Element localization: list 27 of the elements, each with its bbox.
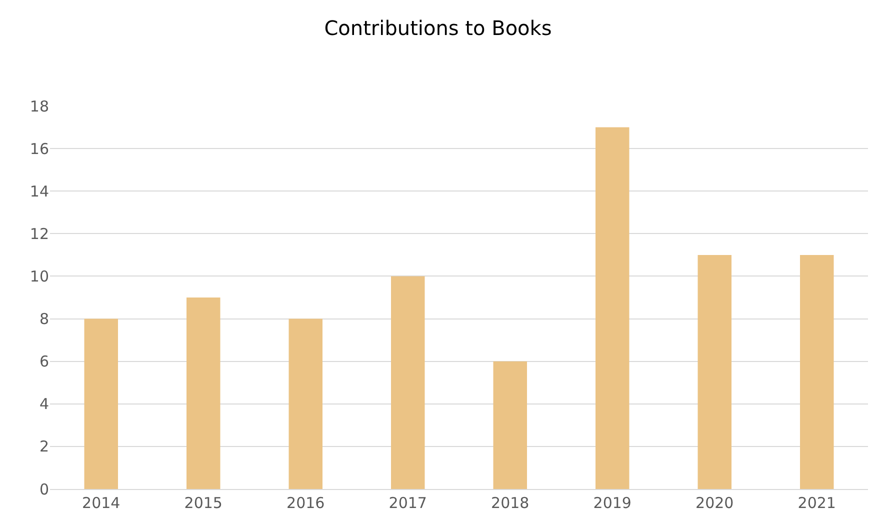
bar [493, 361, 527, 489]
y-tick-label: 18 [30, 97, 49, 116]
chart-title: Contributions to Books [324, 16, 552, 40]
bar [596, 127, 630, 489]
x-tick-label: 2020 [696, 494, 734, 512]
y-tick-label: 8 [39, 310, 49, 328]
bar [84, 318, 118, 489]
bar [698, 254, 732, 489]
y-tick-label: 10 [30, 267, 49, 286]
x-tick-label: 2015 [184, 494, 222, 512]
y-tick-label: 4 [39, 395, 49, 414]
x-tick-label: 2019 [593, 494, 632, 512]
x-tick-label: 2021 [798, 494, 836, 512]
x-tick-label: 2014 [82, 494, 120, 512]
bar [800, 254, 834, 489]
y-tick-label: 2 [39, 438, 49, 456]
bar [186, 298, 220, 489]
x-tick-label: 2016 [286, 494, 325, 512]
y-tick-label: 12 [30, 224, 49, 243]
x-tick-label: 2017 [388, 494, 427, 512]
bar [391, 276, 425, 489]
y-tick-label: 0 [39, 480, 49, 498]
y-tick-label: 6 [39, 352, 49, 371]
y-tick-label: 16 [30, 140, 49, 158]
y-tick-label: 14 [30, 182, 49, 200]
bar [288, 318, 322, 489]
x-tick-label: 2018 [491, 494, 530, 512]
